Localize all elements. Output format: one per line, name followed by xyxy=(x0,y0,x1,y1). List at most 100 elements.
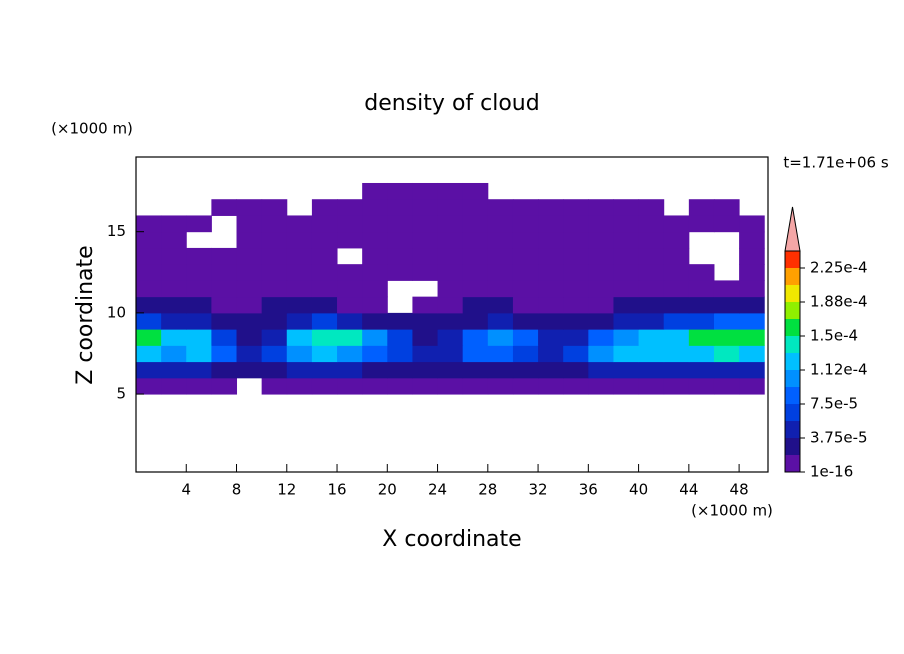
contour-cell xyxy=(161,312,187,330)
contour-cell xyxy=(538,231,564,249)
contour-cell xyxy=(663,215,690,233)
contour-cell xyxy=(512,231,539,249)
contour-cell xyxy=(412,215,439,233)
contour-cell xyxy=(186,247,212,265)
contour-cell xyxy=(613,296,640,314)
contour-cell xyxy=(588,199,614,216)
contour-cell xyxy=(739,264,765,281)
contour-cell xyxy=(739,329,765,346)
contour-cell xyxy=(286,280,313,298)
contour-cell xyxy=(261,296,288,314)
contour-cell xyxy=(362,231,388,249)
contour-cell xyxy=(362,215,388,233)
y-tick-label: 10 xyxy=(107,303,126,321)
contour-cell xyxy=(387,345,413,363)
contour-cell xyxy=(161,329,187,346)
contour-cell xyxy=(512,264,539,281)
contour-cell xyxy=(613,231,640,249)
x-tick-label: 40 xyxy=(629,481,648,499)
contour-cell xyxy=(437,296,464,314)
contour-cell xyxy=(563,296,589,314)
contour-cell xyxy=(362,312,388,330)
contour-cell xyxy=(739,296,765,314)
contour-cell xyxy=(211,361,238,379)
contour-cell xyxy=(688,377,715,395)
contour-cell xyxy=(186,296,212,314)
contour-cell xyxy=(688,199,715,216)
contour-cell xyxy=(286,377,313,395)
contour-cell xyxy=(588,231,614,249)
x-tick-label: 12 xyxy=(277,481,296,499)
x-tick-label: 20 xyxy=(378,481,397,499)
contour-cell xyxy=(337,312,363,330)
contour-cell xyxy=(261,199,288,216)
contour-cell xyxy=(412,182,439,200)
contour-cell xyxy=(638,329,665,346)
contour-cell xyxy=(311,280,338,298)
contour-cell xyxy=(613,247,640,265)
contour-cell xyxy=(512,280,539,298)
contour-cell xyxy=(161,247,187,265)
contour-cell xyxy=(638,345,665,363)
contour-cell xyxy=(387,231,413,249)
contour-cell xyxy=(462,361,489,379)
colorbar-tick-label: 1e-16 xyxy=(810,463,853,481)
contour-cell xyxy=(236,280,263,298)
colorbar-segment xyxy=(785,302,800,319)
contour-cell xyxy=(663,377,690,395)
y-unit: (×1000 m) xyxy=(51,120,133,138)
contour-cell xyxy=(311,329,338,346)
contour-cell xyxy=(136,264,162,281)
contour-cell xyxy=(688,361,715,379)
contour-cell xyxy=(512,377,539,395)
contour-cell xyxy=(236,329,263,346)
contour-cell xyxy=(136,345,162,363)
contour-cell xyxy=(211,329,238,346)
contour-cell xyxy=(236,247,263,265)
contour-cell xyxy=(311,296,338,314)
contour-cell xyxy=(739,345,765,363)
contour-cell xyxy=(337,296,363,314)
contour-cell xyxy=(462,215,489,233)
contour-cell xyxy=(186,377,212,395)
contour-cell xyxy=(337,280,363,298)
colorbar-segment xyxy=(785,268,800,285)
contour-cell xyxy=(337,345,363,363)
contour-cell xyxy=(462,296,489,314)
contour-cell xyxy=(588,329,614,346)
contour-cell xyxy=(462,377,489,395)
contour-cell xyxy=(688,312,715,330)
contour-cell xyxy=(538,296,564,314)
colorbar-segment xyxy=(785,421,800,438)
contour-cell xyxy=(311,247,338,265)
colorbar-tick-label: 7.5e-5 xyxy=(810,395,858,413)
contour-cell xyxy=(286,231,313,249)
contour-cell xyxy=(186,264,212,281)
contour-cell xyxy=(286,312,313,330)
y-tick-label: 5 xyxy=(116,385,126,403)
contour-cell xyxy=(538,215,564,233)
contour-cell xyxy=(412,361,439,379)
contour-cell xyxy=(563,215,589,233)
contour-cell xyxy=(412,247,439,265)
contour-cell xyxy=(713,361,740,379)
contour-cell xyxy=(638,280,665,298)
time-label: t=1.71e+06 s xyxy=(783,154,889,172)
contour-cell xyxy=(161,296,187,314)
y-axis-title: Z coordinate xyxy=(73,245,98,384)
contour-cell xyxy=(487,264,514,281)
contour-cell xyxy=(739,312,765,330)
contour-cell xyxy=(487,280,514,298)
contour-cell xyxy=(261,361,288,379)
contour-cell xyxy=(437,312,464,330)
contour-cell xyxy=(638,377,665,395)
x-tick-label: 32 xyxy=(529,481,548,499)
contour-cell xyxy=(713,329,740,346)
contour-cell xyxy=(588,361,614,379)
contour-cell xyxy=(311,345,338,363)
contour-cell xyxy=(337,361,363,379)
contour-cell xyxy=(538,345,564,363)
contour-cell xyxy=(236,312,263,330)
contour-cell xyxy=(311,231,338,249)
contour-cell xyxy=(136,296,162,314)
